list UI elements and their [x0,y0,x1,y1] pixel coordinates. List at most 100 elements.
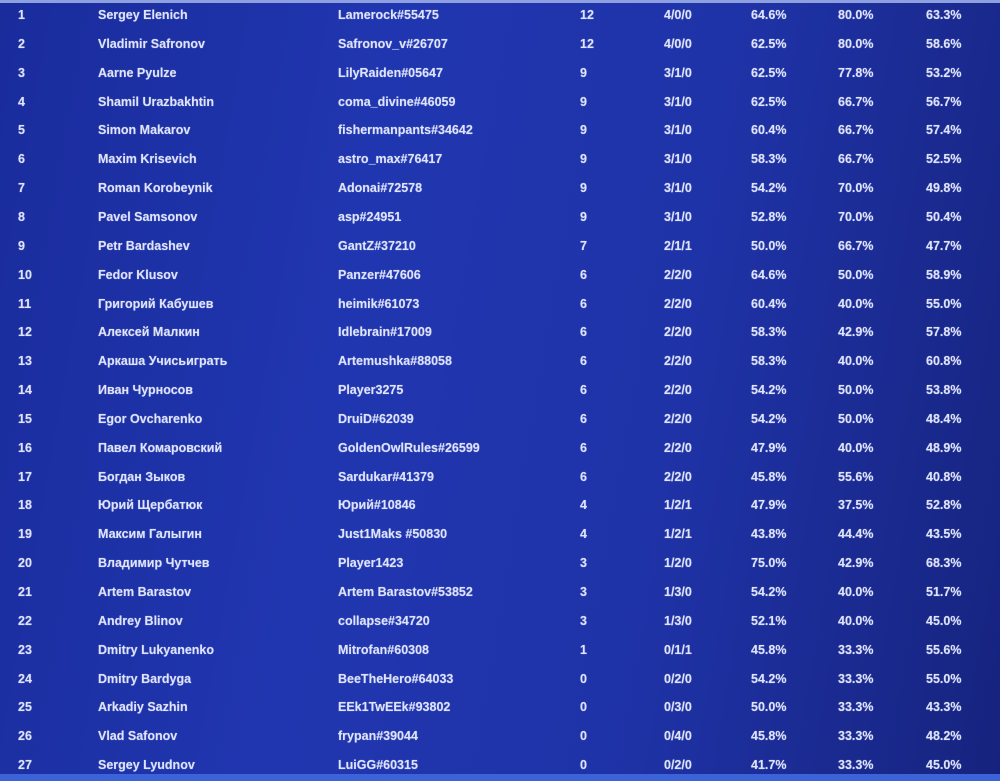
battletag: Lamerock#55475 [338,8,439,22]
table-row: 3 Aarne Pyulze LilyRaiden#05647 9 3/1/0 62.5%… [0,62,1000,88]
battletag: fishermanpants#34642 [338,123,473,138]
rank-cell: 9 [18,238,25,253]
win-loss-draw: 0/1/1 [664,642,692,657]
win-loss-draw: 3/1/0 [664,152,692,167]
player-name: Алексей Малкин [98,325,200,340]
stat-1-percent: 58.3% [751,354,787,369]
stat-2-percent: 33.3% [838,700,874,715]
points-cell: 6 [580,296,587,311]
table-row: 13 Аркаша Учисьиграть Artemushka#88058 6 2/2… [0,350,1000,376]
battletag: frypan#39044 [338,729,418,744]
stat-1-percent: 64.6% [751,267,787,282]
stat-2-percent: 80.0% [838,36,874,51]
stat-1-percent: 54.2% [751,411,787,426]
win-loss-draw: 0/2/0 [664,671,692,686]
rank-cell: 27 [18,758,32,773]
stat-3-percent: 51.7% [926,585,962,599]
stat-3-percent: 45.0% [926,613,962,628]
points-cell: 6 [580,383,587,398]
stat-3-percent: 50.4% [926,209,962,224]
table-row: 6 Maxim Krisevich astro_max#76417 9 3/1/0 58.… [0,148,1000,174]
stat-3-percent: 58.6% [926,36,962,51]
rank-cell: 21 [18,585,32,599]
stat-2-percent: 70.0% [838,181,874,196]
points-cell: 6 [580,354,587,369]
table-row: 7 Roman Korobeynik Adonai#72578 9 3/1/0 54.2%… [0,177,1000,203]
stat-1-percent: 75.0% [751,556,787,571]
player-name: Dmitry Bardyga [98,671,192,686]
stat-3-percent: 53.2% [926,65,962,80]
win-loss-draw: 0/4/0 [664,729,692,744]
stat-3-percent: 63.3% [926,8,962,22]
battletag: Just1Maks #50830 [338,527,448,542]
rank-cell: 6 [18,152,25,167]
stat-1-percent: 60.4% [751,123,787,138]
points-cell: 0 [580,758,587,773]
win-loss-draw: 3/1/0 [664,94,692,109]
player-name: Sergey Lyudnov [98,758,195,773]
table-row: 18 Юрий Щербатюк Юрий#10846 4 1/2/1 47.9% 37.5… [0,494,1000,520]
player-name: Vlad Safonov [98,729,178,744]
points-cell: 0 [580,729,587,744]
points-cell: 4 [580,527,587,542]
rank-cell: 16 [18,440,32,455]
player-name: Dmitry Lukyanenko [98,642,215,657]
player-name: Аркаша Учисьиграть [98,354,228,369]
rank-cell: 26 [18,729,32,744]
stat-2-percent: 44.4% [838,527,874,542]
stat-1-percent: 41.7% [751,758,787,773]
table-row: 12 Алексей Малкин Idlebrain#17009 6 2/2/0 58.… [0,321,1000,347]
rank-cell: 11 [18,296,32,311]
table-row: 9 Petr Bardashev GantZ#37210 7 2/1/1 50.0% 66.… [0,235,1000,261]
player-name: Григорий Кабушев [98,296,214,311]
win-loss-draw: 1/2/0 [664,556,692,571]
battletag: Adonai#72578 [338,181,423,196]
stat-2-percent: 42.9% [838,325,874,340]
stat-3-percent: 49.8% [926,181,962,196]
table-row: 16 Павел Комаровский GoldenOwlRules#26599 6… [0,437,1000,463]
points-cell: 12 [580,8,594,22]
points-cell: 3 [580,585,587,599]
win-loss-draw: 1/3/0 [664,613,692,628]
win-loss-draw: 3/1/0 [664,181,692,196]
battletag: Panzer#47606 [338,267,421,282]
rank-cell: 14 [18,383,32,398]
rank-cell: 23 [18,642,32,657]
player-name: Shamil Urazbakhtin [98,94,214,109]
stat-1-percent: 62.5% [751,36,787,51]
stat-3-percent: 58.9% [926,267,962,282]
win-loss-draw: 4/0/0 [664,8,692,22]
table-row: 11 Григорий Кабушев heimik#61073 6 2/2/0 60.4… [0,293,1000,319]
stat-1-percent: 58.3% [751,152,787,167]
stat-1-percent: 52.8% [751,209,787,224]
table-row: 15 Egor Ovcharenko DruiD#62039 6 2/2/0 54.2% 5… [0,408,1000,434]
stat-2-percent: 50.0% [838,267,874,282]
player-name: Maxim Krisevich [98,152,197,167]
stat-3-percent: 52.5% [926,152,962,167]
battletag: Юрий#10846 [338,498,416,513]
player-name: Максим Галыгин [98,527,202,542]
battletag: Player3275 [338,383,404,398]
stat-2-percent: 40.0% [838,585,874,599]
player-name: Sergey Elenich [98,8,188,22]
player-name: Владимир Чутчев [98,556,210,571]
stat-2-percent: 40.0% [838,440,874,455]
stat-2-percent: 66.7% [838,238,874,253]
stat-2-percent: 50.0% [838,411,874,426]
player-name: Andrey Blinov [98,613,183,628]
table-row: 4 Shamil Urazbakhtin coma_divine#46059 9 3/1… [0,91,1000,117]
battletag: Artem Barastov#53852 [338,585,473,599]
table-row: 17 Богдан Зыков Sardukar#41379 6 2/2/0 45.8% 5… [0,466,1000,492]
stat-3-percent: 57.4% [926,123,962,138]
points-cell: 12 [580,36,594,51]
points-cell: 0 [580,671,587,686]
battletag: LilyRaiden#05647 [338,65,443,80]
battletag: LuiGG#60315 [338,758,418,773]
player-name: Иван Чурносов [98,383,193,398]
rank-cell: 15 [18,411,32,426]
stat-3-percent: 55.0% [926,671,962,686]
stat-1-percent: 52.1% [751,613,787,628]
battletag: asp#24951 [338,209,402,224]
stat-3-percent: 47.7% [926,238,962,253]
stat-2-percent: 33.3% [838,758,874,773]
